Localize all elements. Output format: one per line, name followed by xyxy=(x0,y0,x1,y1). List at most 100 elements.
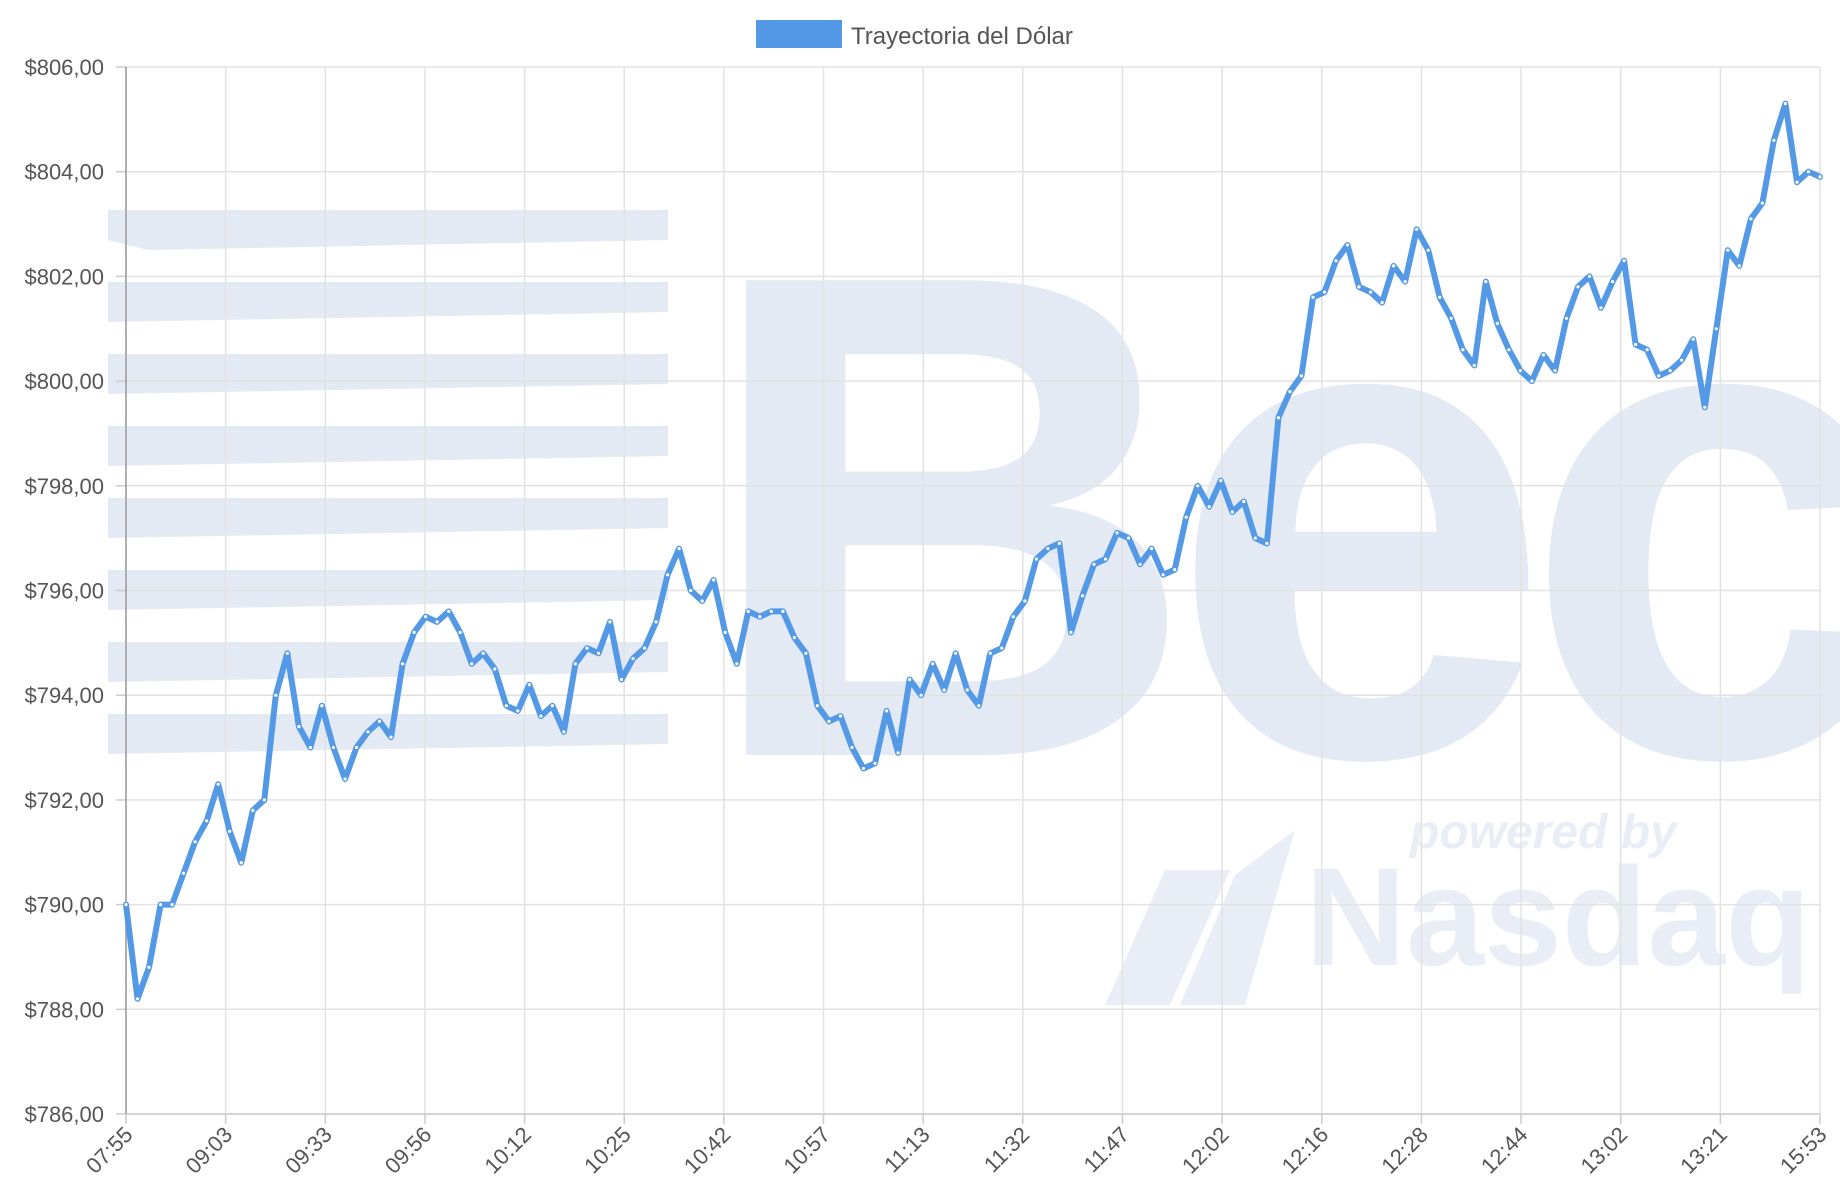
data-point[interactable] xyxy=(481,651,485,655)
data-point[interactable] xyxy=(1265,541,1269,546)
data-point[interactable] xyxy=(1426,248,1430,252)
data-point[interactable] xyxy=(1806,170,1811,174)
data-point[interactable] xyxy=(1415,227,1419,231)
data-point[interactable] xyxy=(1103,557,1108,561)
data-point[interactable] xyxy=(1380,301,1384,305)
data-point[interactable] xyxy=(1760,201,1764,205)
data-point[interactable] xyxy=(412,630,416,635)
data-point[interactable] xyxy=(654,620,658,624)
data-point[interactable] xyxy=(1253,536,1257,540)
data-point[interactable] xyxy=(1115,531,1119,535)
data-point[interactable] xyxy=(1322,290,1327,294)
data-point[interactable] xyxy=(193,840,197,844)
data-point[interactable] xyxy=(1080,594,1085,598)
data-point[interactable] xyxy=(1276,416,1280,420)
data-point[interactable] xyxy=(1150,547,1154,551)
data-point[interactable] xyxy=(631,657,635,661)
data-point[interactable] xyxy=(539,714,543,718)
data-point[interactable] xyxy=(838,714,843,718)
data-point[interactable] xyxy=(1230,510,1234,514)
data-point[interactable] xyxy=(804,651,808,655)
data-point[interactable] xyxy=(1023,599,1027,603)
data-point[interactable] xyxy=(1645,348,1649,352)
data-point[interactable] xyxy=(228,829,232,833)
data-point[interactable] xyxy=(988,651,992,655)
data-point[interactable] xyxy=(377,719,382,724)
data-point[interactable] xyxy=(389,735,393,739)
data-point[interactable] xyxy=(1657,374,1661,378)
data-point[interactable] xyxy=(596,651,601,655)
data-point[interactable] xyxy=(205,819,209,823)
data-point[interactable] xyxy=(1530,379,1534,383)
data-point[interactable] xyxy=(1495,321,1499,326)
data-point[interactable] xyxy=(1622,259,1626,263)
data-point[interactable] xyxy=(585,646,589,650)
data-point[interactable] xyxy=(504,704,508,708)
data-point[interactable] xyxy=(1587,274,1592,278)
data-point[interactable] xyxy=(1518,369,1522,373)
data-point[interactable] xyxy=(435,620,439,624)
data-point[interactable] xyxy=(343,777,347,781)
data-point[interactable] xyxy=(908,677,912,682)
data-point[interactable] xyxy=(182,871,186,875)
data-point[interactable] xyxy=(1680,358,1684,362)
data-point[interactable] xyxy=(1334,259,1338,263)
data-point[interactable] xyxy=(1242,499,1246,504)
data-point[interactable] xyxy=(712,578,716,582)
data-point[interactable] xyxy=(1403,280,1407,284)
data-point[interactable] xyxy=(619,677,624,682)
data-point[interactable] xyxy=(1449,316,1453,320)
data-point[interactable] xyxy=(1668,369,1672,373)
data-point[interactable] xyxy=(792,636,797,640)
data-point[interactable] xyxy=(458,630,462,635)
data-point[interactable] xyxy=(1069,630,1073,635)
data-point[interactable] xyxy=(1011,615,1015,619)
data-point[interactable] xyxy=(124,903,128,907)
data-point[interactable] xyxy=(527,683,531,687)
data-point[interactable] xyxy=(919,693,923,697)
data-point[interactable] xyxy=(297,725,301,729)
data-point[interactable] xyxy=(320,704,324,708)
data-point[interactable] xyxy=(1438,295,1442,299)
data-point[interactable] xyxy=(677,547,681,551)
data-point[interactable] xyxy=(1749,217,1753,221)
data-point[interactable] xyxy=(1599,306,1603,310)
data-point[interactable] xyxy=(447,609,451,614)
legend[interactable]: Trayectoria del Dólar xyxy=(756,20,1073,50)
data-point[interactable] xyxy=(550,704,555,708)
data-point[interactable] xyxy=(1634,342,1638,347)
data-point[interactable] xyxy=(1818,175,1822,179)
data-point[interactable] xyxy=(1714,327,1718,331)
data-point[interactable] xyxy=(1219,479,1223,483)
data-point[interactable] xyxy=(896,751,900,755)
data-point[interactable] xyxy=(931,662,935,666)
data-point[interactable] xyxy=(827,719,831,724)
data-point[interactable] xyxy=(861,766,866,771)
data-point[interactable] xyxy=(424,615,428,619)
data-point[interactable] xyxy=(147,965,151,970)
data-point[interactable] xyxy=(666,573,670,577)
data-point[interactable] xyxy=(735,662,739,666)
data-point[interactable] xyxy=(1311,295,1315,299)
data-point[interactable] xyxy=(1461,348,1465,352)
data-point[interactable] xyxy=(1611,280,1615,284)
data-point[interactable] xyxy=(366,730,370,734)
data-point[interactable] xyxy=(216,782,220,786)
data-point[interactable] xyxy=(758,615,762,619)
data-point[interactable] xyxy=(1472,363,1476,367)
data-point[interactable] xyxy=(723,630,727,635)
data-point[interactable] xyxy=(954,651,958,655)
data-point[interactable] xyxy=(1288,390,1292,394)
data-point[interactable] xyxy=(573,662,578,666)
data-point[interactable] xyxy=(331,745,335,750)
data-point[interactable] xyxy=(1783,102,1787,106)
data-point[interactable] xyxy=(170,903,174,907)
data-point[interactable] xyxy=(873,761,877,765)
data-point[interactable] xyxy=(1196,484,1200,488)
data-point[interactable] xyxy=(1299,374,1303,378)
data-point[interactable] xyxy=(285,651,289,655)
data-point[interactable] xyxy=(470,662,474,666)
data-point[interactable] xyxy=(1564,316,1569,320)
data-point[interactable] xyxy=(135,997,140,1001)
data-point[interactable] xyxy=(1392,264,1396,268)
